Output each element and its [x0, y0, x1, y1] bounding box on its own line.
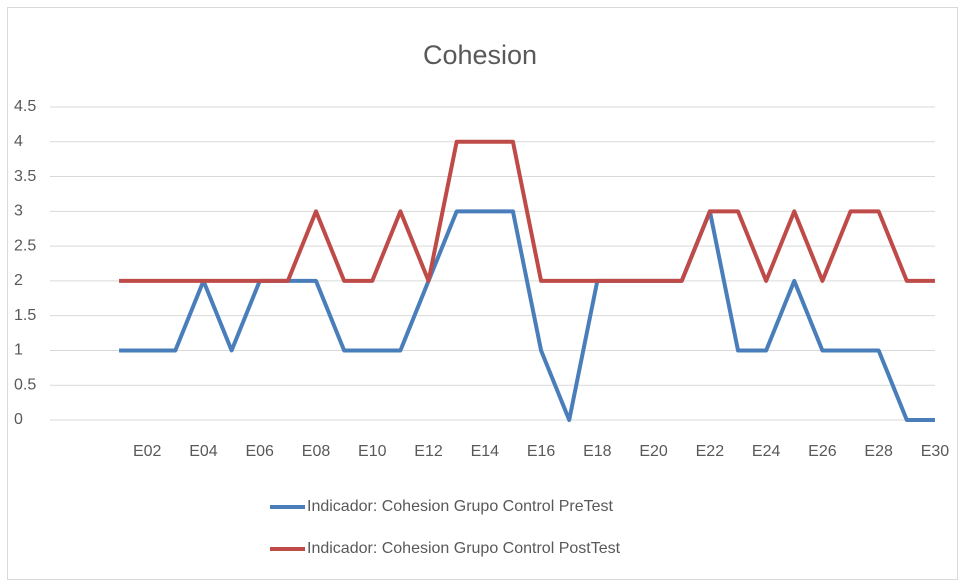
x-tick-label: E10 — [358, 443, 387, 460]
series-line — [119, 209, 935, 422]
x-tick-label: E04 — [189, 443, 218, 460]
y-tick-label: 1 — [14, 342, 23, 359]
x-tick-label: E30 — [921, 443, 950, 460]
x-tick-label: E02 — [133, 443, 162, 460]
chart-title: Cohesion — [423, 40, 537, 70]
x-tick-label: E12 — [414, 443, 443, 460]
y-tick-label: 2.5 — [14, 237, 36, 254]
chart-border — [7, 7, 958, 580]
y-tick-label: 4 — [14, 133, 23, 150]
x-tick-label: E20 — [639, 443, 668, 460]
y-tick-label: 0.5 — [14, 376, 36, 393]
x-tick-label: E22 — [696, 443, 725, 460]
legend-label: Indicador: Cohesion Grupo Control PostTe… — [307, 540, 621, 557]
y-tick-label: 3.5 — [14, 168, 36, 185]
x-tick-label: E14 — [471, 443, 500, 460]
x-tick-label: E24 — [752, 443, 781, 460]
x-tick-label: E28 — [864, 443, 893, 460]
y-tick-label: 2 — [14, 272, 23, 289]
x-tick-label: E18 — [583, 443, 612, 460]
x-tick-label: E26 — [808, 443, 837, 460]
y-tick-label: 4.5 — [14, 98, 36, 115]
series-line — [119, 139, 935, 283]
x-tick-label: E16 — [527, 443, 556, 460]
x-tick-label: E08 — [302, 443, 331, 460]
y-tick-label: 3 — [14, 203, 23, 220]
y-tick-label: 1.5 — [14, 307, 36, 324]
x-tick-label: E06 — [245, 443, 274, 460]
y-tick-label: 0 — [14, 411, 23, 428]
legend-label: Indicador: Cohesion Grupo Control PreTes… — [307, 498, 613, 515]
